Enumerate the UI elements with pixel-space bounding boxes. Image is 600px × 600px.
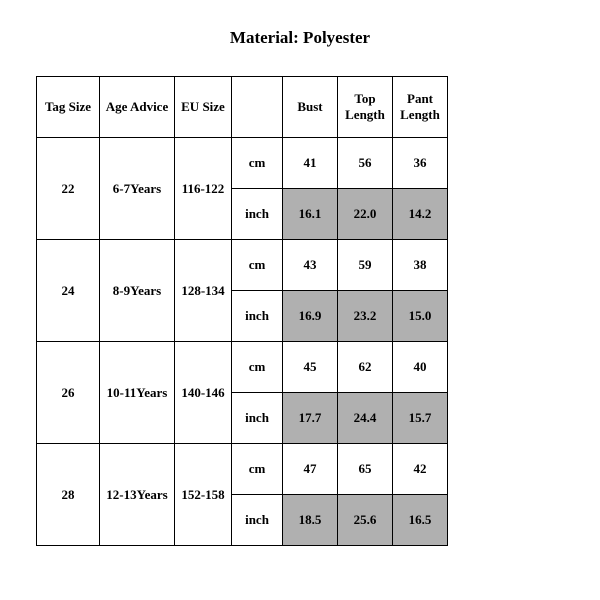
cell-unit-cm: cm [232, 240, 283, 291]
cell-top-inch: 22.0 [338, 189, 393, 240]
cell-tag: 22 [37, 138, 100, 240]
cell-unit-cm: cm [232, 342, 283, 393]
cell-bust-cm: 41 [283, 138, 338, 189]
cell-top-cm: 56 [338, 138, 393, 189]
cell-bust-inch: 18.5 [283, 495, 338, 546]
table-row: 24 8-9Years 128-134 cm 43 59 38 [37, 240, 448, 291]
cell-top-inch: 25.6 [338, 495, 393, 546]
header-bust: Bust [283, 77, 338, 138]
size-table: Tag Size Age Advice EU Size Bust Top Len… [36, 76, 448, 546]
cell-unit-cm: cm [232, 444, 283, 495]
cell-bust-inch: 17.7 [283, 393, 338, 444]
cell-top-inch: 24.4 [338, 393, 393, 444]
cell-bust-cm: 45 [283, 342, 338, 393]
cell-unit-inch: inch [232, 393, 283, 444]
page-title: Material: Polyester [0, 0, 600, 76]
header-tag: Tag Size [37, 77, 100, 138]
header-age: Age Advice [100, 77, 175, 138]
cell-age: 10-11Years [100, 342, 175, 444]
header-unit [232, 77, 283, 138]
cell-pant-cm: 38 [393, 240, 448, 291]
cell-top-cm: 59 [338, 240, 393, 291]
cell-pant-inch: 14.2 [393, 189, 448, 240]
cell-bust-cm: 43 [283, 240, 338, 291]
cell-bust-cm: 47 [283, 444, 338, 495]
cell-unit-inch: inch [232, 495, 283, 546]
header-row: Tag Size Age Advice EU Size Bust Top Len… [37, 77, 448, 138]
cell-unit-inch: inch [232, 189, 283, 240]
cell-tag: 28 [37, 444, 100, 546]
cell-eu: 140-146 [175, 342, 232, 444]
cell-pant-cm: 42 [393, 444, 448, 495]
header-pant: Pant Length [393, 77, 448, 138]
cell-tag: 24 [37, 240, 100, 342]
cell-pant-inch: 15.0 [393, 291, 448, 342]
cell-pant-cm: 36 [393, 138, 448, 189]
table-row: 28 12-13Years 152-158 cm 47 65 42 [37, 444, 448, 495]
cell-top-inch: 23.2 [338, 291, 393, 342]
cell-eu: 152-158 [175, 444, 232, 546]
cell-age: 6-7Years [100, 138, 175, 240]
cell-pant-cm: 40 [393, 342, 448, 393]
cell-unit-cm: cm [232, 138, 283, 189]
cell-pant-inch: 16.5 [393, 495, 448, 546]
cell-tag: 26 [37, 342, 100, 444]
header-eu: EU Size [175, 77, 232, 138]
cell-bust-inch: 16.9 [283, 291, 338, 342]
cell-age: 12-13Years [100, 444, 175, 546]
cell-eu: 128-134 [175, 240, 232, 342]
cell-top-cm: 65 [338, 444, 393, 495]
cell-pant-inch: 15.7 [393, 393, 448, 444]
cell-eu: 116-122 [175, 138, 232, 240]
cell-bust-inch: 16.1 [283, 189, 338, 240]
table-row: 22 6-7Years 116-122 cm 41 56 36 [37, 138, 448, 189]
header-top: Top Length [338, 77, 393, 138]
table-row: 26 10-11Years 140-146 cm 45 62 40 [37, 342, 448, 393]
cell-top-cm: 62 [338, 342, 393, 393]
cell-age: 8-9Years [100, 240, 175, 342]
cell-unit-inch: inch [232, 291, 283, 342]
